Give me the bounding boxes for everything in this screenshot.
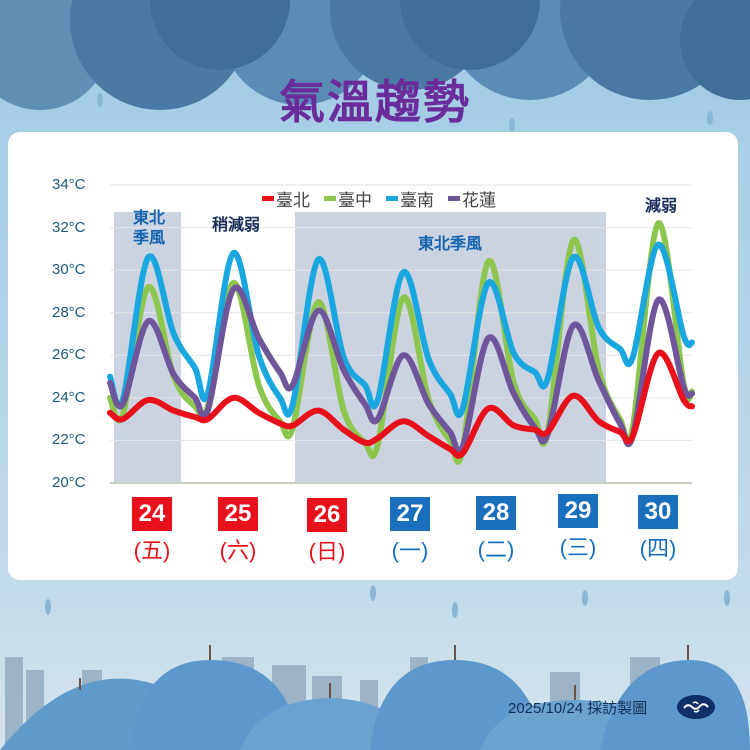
legend-label: 臺中: [338, 191, 372, 211]
y-tick-label: 28°C: [52, 303, 86, 321]
annotation-weakening: 減弱: [644, 196, 677, 215]
day-weekday: (四): [639, 536, 677, 561]
legend-item-hualien: 花蓮: [448, 186, 496, 211]
series-lines: [107, 220, 695, 465]
day-date: 27: [390, 497, 430, 531]
page-title: 氣溫趨勢: [279, 75, 471, 129]
annotation-monsoon-1: 東北 季風: [132, 208, 165, 247]
y-tick-label: 30°C: [52, 261, 86, 279]
umbrella-icons: [0, 645, 750, 750]
day-date: 30: [638, 495, 678, 529]
legend-label: 臺南: [400, 191, 434, 211]
legend-swatch: [386, 196, 398, 201]
day-label-26: 26 (日): [299, 498, 355, 566]
series-line-臺北: [107, 349, 695, 459]
credit-text: 2025/10/24 採訪製圖: [508, 700, 648, 717]
legend: 臺北 臺中 臺南 花蓮: [262, 186, 496, 211]
cna-logo-icon: [677, 695, 715, 719]
day-label-28: 28 (二): [468, 496, 524, 564]
day-label-25: 25 (六): [210, 497, 266, 565]
series-line-臺南: [107, 241, 695, 419]
annotation-weakening-slightly: 稍減弱: [211, 215, 260, 234]
y-tick-label: 34°C: [52, 176, 86, 193]
legend-item-taipei: 臺北: [262, 186, 310, 211]
day-weekday: (五): [133, 538, 171, 563]
day-date: 25: [218, 497, 258, 531]
day-label-27: 27 (一): [382, 497, 438, 565]
legend-item-tainan: 臺南: [386, 186, 434, 211]
legend-swatch: [262, 196, 274, 201]
day-label-24: 24 (五): [124, 497, 180, 565]
day-date: 24: [132, 497, 172, 531]
day-date: 26: [307, 498, 347, 532]
day-date: 29: [558, 494, 598, 528]
day-weekday: (三): [559, 535, 597, 560]
y-tick-label: 32°C: [52, 218, 86, 236]
day-label-29: 29 (三): [550, 494, 606, 562]
legend-label: 花蓮: [462, 191, 496, 211]
day-weekday: (二): [477, 537, 515, 562]
day-weekday: (日): [308, 539, 346, 564]
legend-label: 臺北: [276, 191, 310, 211]
legend-item-taichung: 臺中: [324, 186, 372, 211]
day-weekday: (六): [219, 538, 257, 563]
series-line-花蓮: [107, 284, 695, 456]
cloud-icon: [0, 0, 750, 110]
annotation-monsoon-2: 東北季風: [417, 234, 482, 253]
y-tick-label: 22°C: [52, 431, 86, 449]
y-tick-label: 26°C: [52, 346, 86, 364]
legend-swatch: [324, 196, 336, 201]
y-tick-label: 20°C: [52, 474, 86, 491]
day-label-30: 30 (四): [630, 495, 686, 563]
day-date: 28: [476, 496, 516, 530]
day-weekday: (一): [391, 538, 429, 563]
y-tick-label: 24°C: [52, 388, 86, 406]
legend-swatch: [448, 196, 460, 201]
